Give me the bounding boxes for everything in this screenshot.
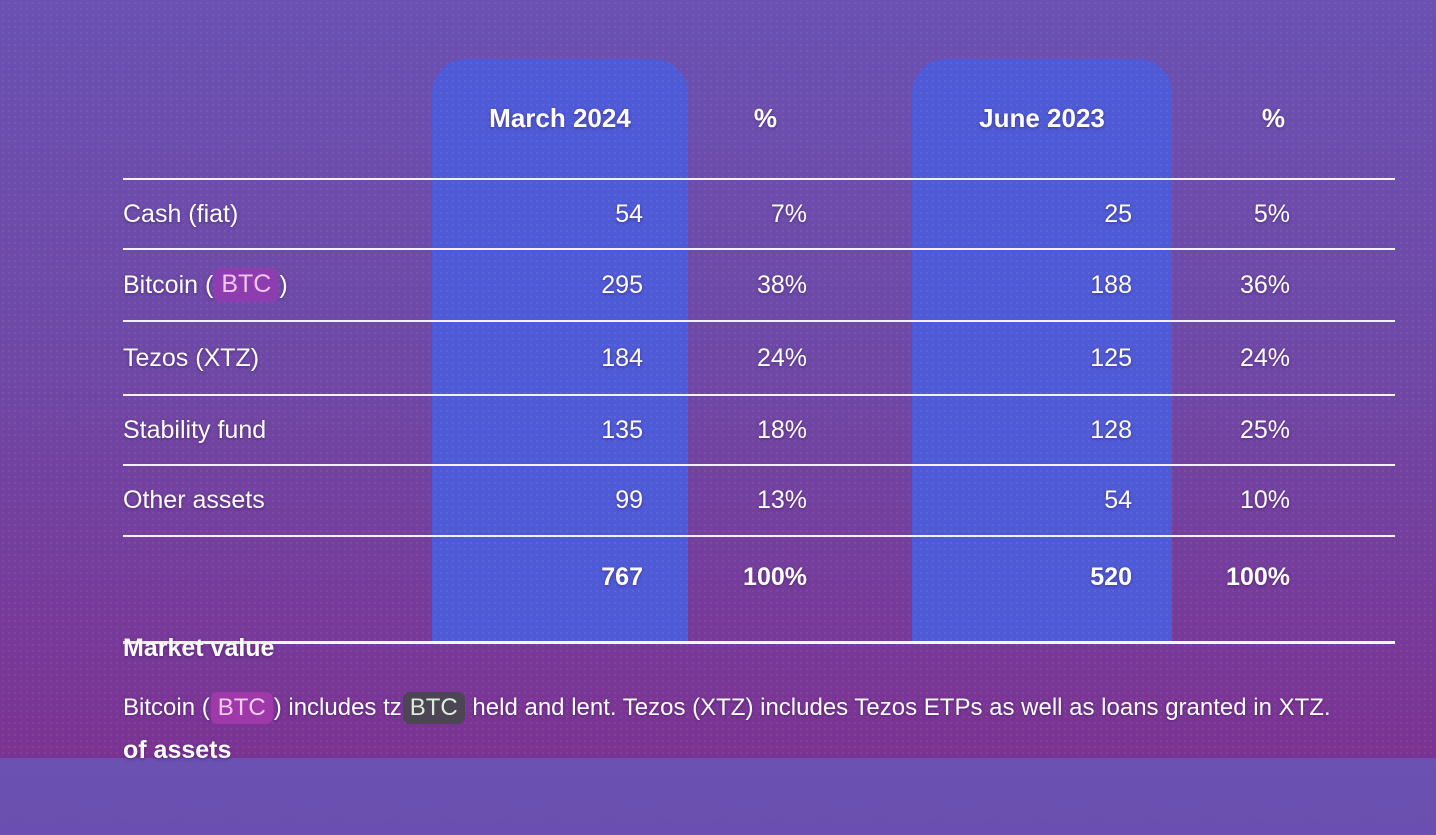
row-label-text: Bitcoin ( [123,270,214,299]
row-label-text: Tezos (XTZ) [123,343,260,372]
row-label-text: ) [279,270,288,299]
june-column-panel [912,59,1172,644]
footnote-btc-highlight: BTC [210,692,273,725]
cell-march-value: 767 [601,563,643,591]
cell-march-value: 184 [601,343,643,372]
column-header-pct-march: % [753,103,777,133]
cell-march-pct: 7% [770,199,807,228]
cell-june-value: 54 [1104,486,1132,514]
footnote-text: ) includes tz [273,694,402,721]
table-row-cash: Cash (fiat) 54 7% 25 5% [123,180,1395,250]
column-header-empty [123,59,432,178]
footnote-text: held and lent. Tezos (XTZ) includes Tezo… [465,694,1331,721]
total-label-line2: of assets [123,736,232,764]
column-header-june-2023: June 2023 [979,103,1105,133]
cell-march-value: 295 [601,270,643,299]
cell-june-pct: 100% [1226,563,1290,591]
footnote: Bitcoin (BTC) includes tz BTC held and le… [123,692,1331,725]
cell-june-value: 25 [1104,199,1132,228]
cell-june-pct: 24% [1239,343,1290,372]
cell-march-pct: 13% [756,486,807,514]
table-header-row: March 2024 % June 2023 % [123,59,1395,180]
asset-allocation-table: March 2024 % June 2023 % Cash (fiat) 54 … [123,59,1395,764]
cell-march-pct: 18% [756,415,807,444]
march-column-panel [432,59,688,644]
cell-march-value: 99 [615,486,643,514]
row-label: Stability fund [123,396,432,464]
cell-june-pct: 5% [1253,199,1290,228]
table-row-bitcoin: Bitcoin (BTC) 295 38% 188 36% [123,250,1395,322]
cell-june-value: 188 [1090,270,1132,299]
row-label: Bitcoin (BTC) [123,250,432,320]
row-label-text: Stability fund [123,415,267,444]
footnote-text: Bitcoin ( [123,694,210,721]
cell-june-pct: 36% [1239,270,1290,299]
cell-march-value: 54 [615,199,643,228]
table-row-tezos: Tezos (XTZ) 184 24% 125 24% [123,322,1395,396]
table-row-market-value-total: Market value of assets 767 100% 520 100% [123,537,1395,764]
row-label: Cash (fiat) [123,180,432,248]
cell-march-pct: 38% [756,270,807,299]
footnote-tzbtc-highlight: BTC [402,692,465,725]
cell-june-value: 125 [1090,343,1132,372]
cell-june-pct: 10% [1239,486,1290,514]
cell-march-pct: 100% [743,563,807,591]
cell-march-pct: 24% [756,343,807,372]
cell-june-pct: 25% [1239,415,1290,444]
cell-march-value: 135 [601,415,643,444]
row-label: Other assets [123,466,432,535]
row-label: Market value of assets [123,537,432,764]
cell-june-value: 520 [1090,563,1132,591]
row-label-text: Cash (fiat) [123,199,239,228]
column-header-march-2024: March 2024 [489,103,631,133]
table-row-other-assets: Other assets 99 13% 54 10% [123,466,1395,537]
btc-highlight: BTC [214,268,279,302]
row-label: Tezos (XTZ) [123,322,432,394]
column-header-pct-june: % [1261,103,1285,133]
total-label-line1: Market value [123,634,275,662]
cell-june-value: 128 [1090,415,1132,444]
row-label-text: Other assets [123,486,265,514]
table-row-stability-fund: Stability fund 135 18% 128 25% [123,396,1395,466]
